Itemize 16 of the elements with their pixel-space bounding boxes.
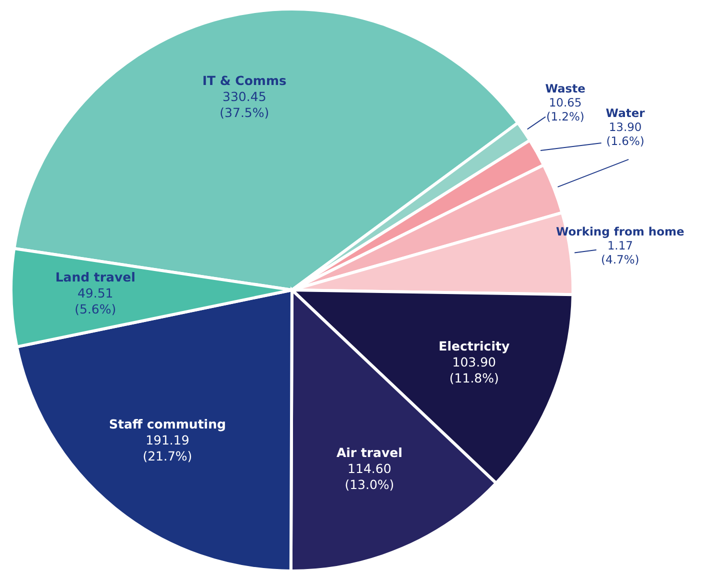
- slice-label: Working from home: [556, 224, 684, 239]
- slice-label: Air travel: [336, 444, 402, 460]
- slice-label: Water: [606, 106, 646, 120]
- data-label: 330.45 (37.5%): [220, 89, 270, 120]
- slice-label: Land travel: [55, 269, 136, 284]
- data-label: 10.65 (1.2%): [546, 95, 584, 124]
- data-label: 114.60 (13.0%): [344, 460, 394, 492]
- slice-label: Waste: [545, 81, 586, 96]
- slice-label: Electricity: [438, 338, 510, 354]
- data-label: 49.51 (5.6%): [74, 285, 116, 316]
- data-label: 191.19 (21.7%): [142, 432, 192, 464]
- data-label: 103.90 (11.8%): [449, 354, 499, 386]
- slice-label: Staff commuting: [108, 416, 226, 432]
- slice-label: IT & Comms: [202, 73, 286, 88]
- data-label: 13.90 (1.6%): [606, 120, 644, 148]
- data-label: 1.17 (4.7%): [601, 238, 640, 267]
